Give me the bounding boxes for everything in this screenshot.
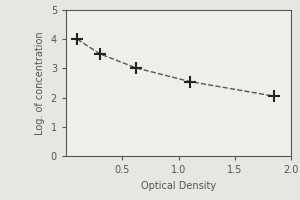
- X-axis label: Optical Density: Optical Density: [141, 181, 216, 191]
- Y-axis label: Log. of concentration: Log. of concentration: [35, 31, 45, 135]
